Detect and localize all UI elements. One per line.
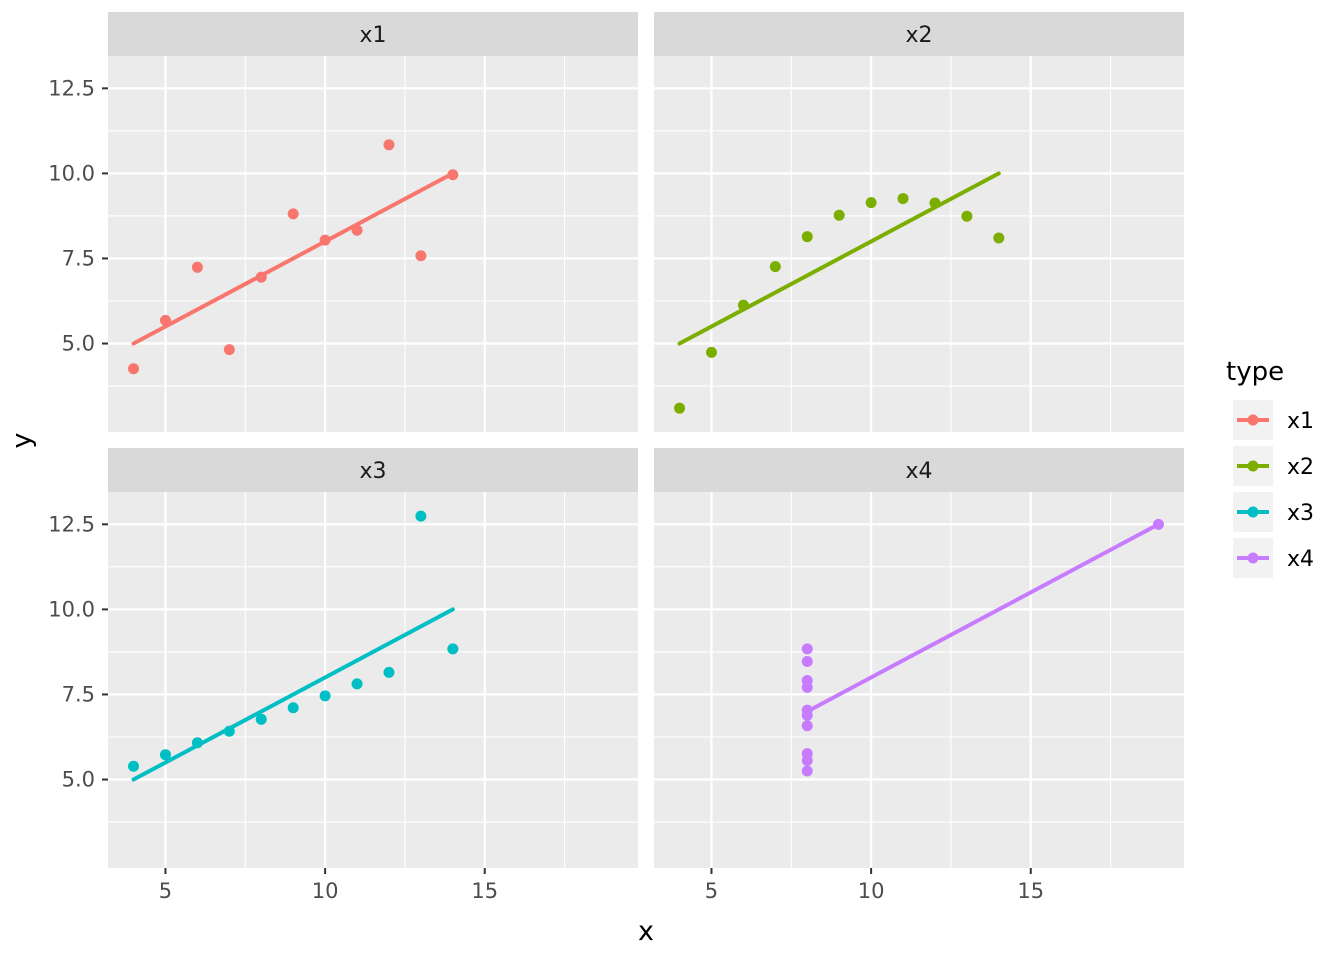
x-tick-label: 10 — [858, 879, 885, 903]
data-point — [319, 690, 331, 702]
facet-panel-x3: x3 — [108, 448, 638, 868]
fit-line — [805, 522, 1161, 714]
data-point — [128, 760, 140, 772]
data-point — [801, 675, 813, 687]
data-point — [447, 643, 459, 655]
legend-entry-x4: x4 — [1233, 538, 1314, 578]
facet-panel-x2: x2 — [654, 12, 1184, 432]
panel-background — [108, 492, 638, 868]
x-tick-label: 5 — [705, 879, 718, 903]
x-tick-label: 15 — [1017, 879, 1044, 903]
legend-title: type — [1226, 357, 1284, 387]
legend-entry-x1: x1 — [1233, 400, 1314, 440]
y-tick-label: 12.5 — [48, 512, 95, 536]
legend-entry-x3: x3 — [1233, 492, 1314, 532]
data-point — [415, 510, 427, 522]
data-point — [801, 765, 813, 777]
legend-key-point — [1247, 414, 1259, 426]
data-point — [705, 346, 717, 358]
data-point — [801, 754, 813, 766]
panel-background — [654, 492, 1184, 868]
x-tick-label: 5 — [159, 879, 172, 903]
y-tick-label: 7.5 — [62, 682, 95, 706]
panel-background — [654, 56, 1184, 432]
data-point — [159, 749, 171, 761]
legend-entry-label: x4 — [1287, 547, 1314, 572]
legend-entry-label: x2 — [1287, 455, 1314, 480]
facet-strip — [654, 448, 1184, 492]
data-point — [801, 643, 813, 655]
legend-entry-label: x3 — [1287, 501, 1314, 526]
data-point — [833, 209, 845, 221]
x-tick-label: 15 — [471, 879, 498, 903]
legend-key-point — [1247, 552, 1259, 564]
legend-key-point — [1247, 460, 1259, 472]
data-point — [191, 261, 203, 273]
facet-panel-x4: x4 — [654, 448, 1184, 868]
data-point — [255, 713, 267, 725]
data-point — [128, 363, 140, 375]
data-point — [383, 666, 395, 678]
data-point — [415, 250, 427, 262]
data-point — [383, 139, 395, 151]
data-point — [674, 402, 686, 414]
facet-strip-label: x2 — [905, 23, 932, 48]
fit-line — [131, 171, 455, 346]
y-tick-label: 7.5 — [62, 246, 95, 270]
legend-key-point — [1247, 506, 1259, 518]
legend-entry-label: x1 — [1287, 409, 1314, 434]
y-tick-label: 10.0 — [48, 597, 95, 621]
data-point — [897, 193, 909, 205]
data-point — [865, 197, 877, 209]
x-axis-title: x — [638, 916, 654, 947]
data-point — [351, 678, 363, 690]
y-tick-label: 5.0 — [62, 768, 95, 792]
data-point — [801, 231, 813, 243]
facet-strip-label: x4 — [905, 459, 932, 484]
legend-entry-x2: x2 — [1233, 446, 1314, 486]
panel-background — [108, 56, 638, 432]
data-point — [287, 702, 299, 714]
data-point — [223, 344, 235, 356]
data-point — [801, 709, 813, 721]
facet-panel-x1: x1 — [108, 12, 638, 432]
data-point — [961, 210, 973, 222]
y-tick-label: 5.0 — [62, 332, 95, 356]
data-point — [287, 208, 299, 220]
data-point — [801, 720, 813, 732]
facet-strip — [108, 448, 638, 492]
data-point — [993, 232, 1005, 244]
y-tick-label: 12.5 — [48, 76, 95, 100]
y-tick-label: 10.0 — [48, 161, 95, 185]
facet-strip — [108, 12, 638, 56]
facet-strip-label: x1 — [359, 23, 386, 48]
facet-strip-label: x3 — [359, 459, 386, 484]
x-tick-label: 10 — [312, 879, 339, 903]
y-axis-title: y — [6, 432, 38, 449]
fit-line — [131, 607, 455, 782]
data-point — [801, 655, 813, 667]
data-point — [769, 261, 781, 273]
fit-line — [677, 171, 1001, 346]
facet-strip — [654, 12, 1184, 56]
